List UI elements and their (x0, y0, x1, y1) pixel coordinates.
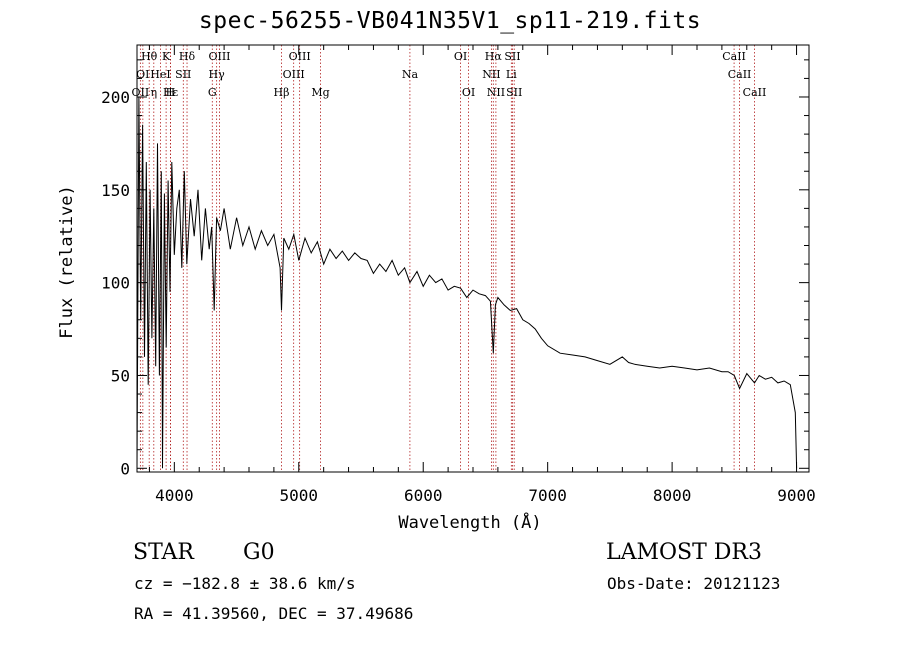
line-markers (139, 45, 755, 472)
line-label: Na (402, 68, 419, 81)
line-label: Mg (311, 86, 329, 99)
y-axis: 0 50 100 150 200 (101, 59, 809, 478)
line-label: CaII (728, 68, 752, 81)
line-label: Hδ (179, 50, 196, 63)
y-tick-label: 50 (111, 366, 130, 385)
y-axis-label: Flux (relative) (57, 185, 77, 339)
x-axis: 4000 5000 6000 7000 8000 9000 (148, 45, 816, 505)
line-label: SII (504, 50, 520, 63)
line-label: NII (487, 86, 505, 99)
line-label: OI (462, 86, 475, 99)
line-label: H (166, 86, 176, 99)
line-label: HeI (150, 68, 170, 81)
x-tick-label: 6000 (404, 486, 443, 505)
line-label: SII (506, 86, 522, 99)
redshift-velocity: cz = −182.8 ± 38.6 km/s (134, 574, 356, 593)
line-label: OIII (283, 68, 305, 81)
line-label: Hε (163, 86, 179, 99)
x-axis-label: Wavelength (Å) (398, 511, 541, 533)
line-label: Hβ (274, 86, 290, 99)
line-label: OI (454, 50, 467, 63)
line-label: OI (136, 68, 149, 81)
line-label: Hθ (141, 50, 158, 63)
line-label: Hα (485, 50, 503, 63)
object-class: STAR (133, 540, 194, 565)
x-tick-label: 4000 (155, 486, 194, 505)
observation-date: Obs-Date: 20121123 (607, 574, 781, 593)
line-label: Li (506, 68, 517, 81)
object-subclass: G0 (243, 540, 275, 565)
line-label: OIII (208, 50, 230, 63)
plot-frame (136, 44, 810, 473)
y-tick-label: 150 (101, 181, 130, 200)
x-tick-label: 5000 (280, 486, 319, 505)
spectrum-line (136, 96, 798, 469)
line-label: NII (482, 68, 500, 81)
line-label: CaII (743, 86, 767, 99)
spectrum-layer (136, 96, 798, 469)
line-label: Hγ (209, 68, 226, 81)
line-labels: Hθ OII OI Hε HeI η K H SII Hδ OIII Hγ G Hβ OIII OIII Mg N… (132, 50, 767, 99)
chart-title: spec-56255-VB041N35V1_sp11-219.fits (198, 8, 702, 34)
survey-name: LAMOST DR3 (606, 540, 762, 565)
line-label: SII (175, 68, 191, 81)
line-label: CaII (722, 50, 746, 63)
y-tick-label: 200 (101, 88, 130, 107)
line-label: G (208, 86, 217, 99)
x-tick-label: 7000 (528, 486, 567, 505)
line-label: OII (132, 86, 150, 99)
line-label: η (151, 86, 158, 99)
x-tick-label: 9000 (777, 486, 816, 505)
x-tick-label: 8000 (653, 486, 692, 505)
y-tick-label: 0 (120, 459, 130, 478)
line-label: K (162, 50, 171, 63)
line-label: OIII (289, 50, 311, 63)
sky-coordinates: RA = 41.39560, DEC = 37.49686 (134, 604, 414, 623)
y-tick-label: 100 (101, 274, 130, 293)
